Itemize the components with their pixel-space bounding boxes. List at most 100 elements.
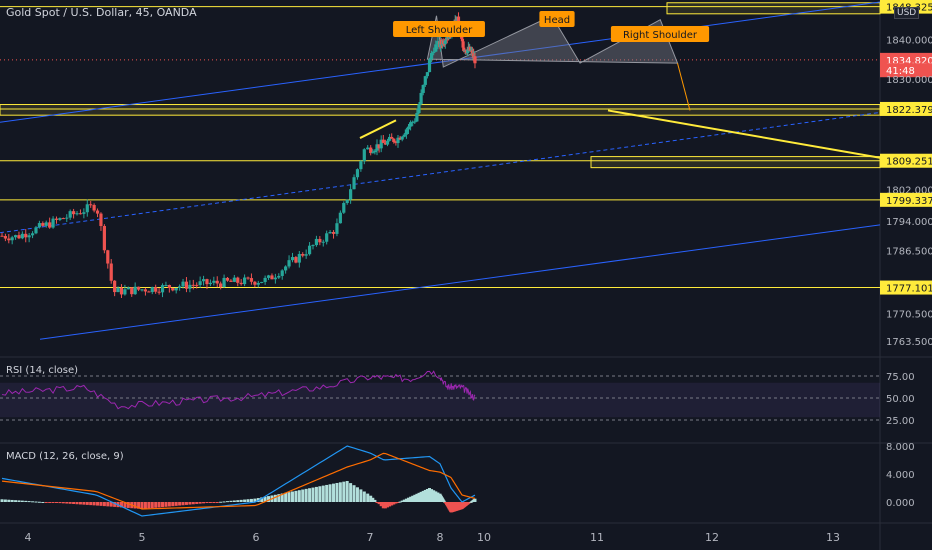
- price-tick: 1809.251: [886, 157, 932, 168]
- candle-body: [398, 137, 402, 140]
- price-tick: 41:48: [886, 66, 915, 77]
- macd-histogram-bar: [308, 488, 312, 502]
- macd-histogram-bar: [277, 494, 281, 502]
- rsi-tick: 50.00: [886, 394, 915, 405]
- candle-body: [113, 280, 117, 293]
- candle-body: [421, 84, 425, 93]
- price-label-bg: [880, 153, 932, 168]
- candle-body: [381, 139, 385, 143]
- candle-body: [427, 59, 432, 73]
- candle-body: [171, 288, 175, 291]
- candle-body: [355, 169, 360, 178]
- macd-histogram-bar: [432, 490, 436, 502]
- time-tick: 11: [590, 531, 604, 544]
- macd-histogram-bar: [147, 502, 151, 509]
- macd-histogram-bar: [371, 497, 375, 502]
- macd-histogram-bar: [284, 492, 288, 502]
- candle-body: [30, 233, 35, 236]
- macd-histogram-bar: [123, 502, 127, 508]
- macd-histogram-bar: [184, 502, 188, 505]
- macd-histogram-bar: [89, 502, 93, 506]
- candle-body: [468, 46, 472, 52]
- macd-histogram-bar: [366, 493, 370, 502]
- candle-body: [154, 287, 158, 292]
- macd-histogram-bar: [65, 502, 69, 504]
- macd-histogram-bar: [55, 502, 58, 503]
- candle-body: [136, 286, 141, 290]
- candle-body: [273, 277, 277, 280]
- macd-histogram-bar: [236, 500, 240, 502]
- macd-histogram-bar: [436, 492, 440, 502]
- candle-body: [232, 277, 236, 282]
- macd-histogram-bar: [377, 502, 381, 505]
- macd-histogram-bar: [396, 502, 400, 503]
- macd-histogram-bar: [99, 502, 103, 506]
- candle-body: [415, 113, 419, 122]
- candle-body: [219, 283, 223, 287]
- macd-histogram-bar: [373, 499, 377, 502]
- candle-body: [229, 280, 233, 282]
- macd-histogram-bar: [226, 501, 229, 503]
- macd-histogram-bar: [280, 493, 284, 502]
- candle-body: [423, 76, 427, 85]
- macd-histogram-bar: [239, 499, 243, 502]
- macd-histogram-bar: [3, 499, 7, 502]
- macd-histogram-bar: [434, 491, 438, 502]
- macd-tick: 8.000: [886, 442, 915, 453]
- macd-histogram-bar: [375, 502, 379, 503]
- candle-body: [143, 289, 148, 292]
- macd-histogram-bar: [263, 496, 267, 502]
- currency-button[interactable]: USD: [894, 7, 920, 19]
- candle-body: [99, 213, 103, 227]
- candle-body: [167, 284, 171, 289]
- rsi-tick: 25.00: [886, 416, 915, 427]
- candle-body: [164, 284, 168, 286]
- macd-histogram-bar: [58, 502, 62, 504]
- rsi-band: [0, 382, 880, 418]
- macd-histogram-bar: [381, 502, 385, 509]
- macd-histogram-bar: [413, 494, 417, 502]
- macd-histogram-bar: [419, 491, 423, 502]
- last-price-bg: [880, 63, 932, 78]
- candle-body: [434, 44, 438, 52]
- candle-body: [379, 139, 383, 149]
- candle-body: [51, 218, 55, 228]
- macd-histogram-bar: [335, 482, 339, 502]
- macd-histogram-bar: [72, 502, 76, 504]
- candle-body: [270, 275, 274, 280]
- price-tick: 1799.337: [886, 196, 932, 207]
- candle-body: [392, 138, 396, 143]
- candle-body: [150, 287, 154, 293]
- candle-body: [123, 289, 127, 295]
- candle-body: [89, 204, 93, 206]
- macd-histogram-bar: [106, 502, 110, 507]
- candle-body: [345, 199, 349, 204]
- candle-body: [54, 218, 59, 220]
- macd-line: [1, 445, 476, 517]
- candle-body: [304, 254, 308, 256]
- candle-body: [249, 278, 254, 282]
- channel-lower: [39, 224, 881, 340]
- price-tick: 1830.000: [886, 75, 932, 86]
- pattern-label-2: Right Shoulder: [623, 30, 698, 41]
- candle-body: [85, 204, 89, 213]
- candle-body: [277, 275, 281, 278]
- macd-histogram-bar: [383, 502, 387, 509]
- macd-histogram-bar: [133, 502, 137, 509]
- candle-body: [321, 241, 325, 243]
- candle-body: [284, 266, 288, 271]
- macd-histogram-bar: [290, 491, 294, 502]
- candle-body: [225, 277, 230, 281]
- candle-body: [147, 291, 151, 293]
- macd-histogram-bar: [17, 500, 21, 502]
- pattern-label-bg: [393, 21, 485, 37]
- candle-body: [92, 205, 96, 211]
- candle-body: [307, 245, 312, 255]
- candle-body: [109, 263, 113, 281]
- candle-body: [61, 218, 65, 220]
- macd-histogram-bar: [430, 489, 434, 502]
- candle-body: [37, 223, 41, 228]
- candle-body: [3, 236, 7, 239]
- candle-body: [331, 232, 336, 234]
